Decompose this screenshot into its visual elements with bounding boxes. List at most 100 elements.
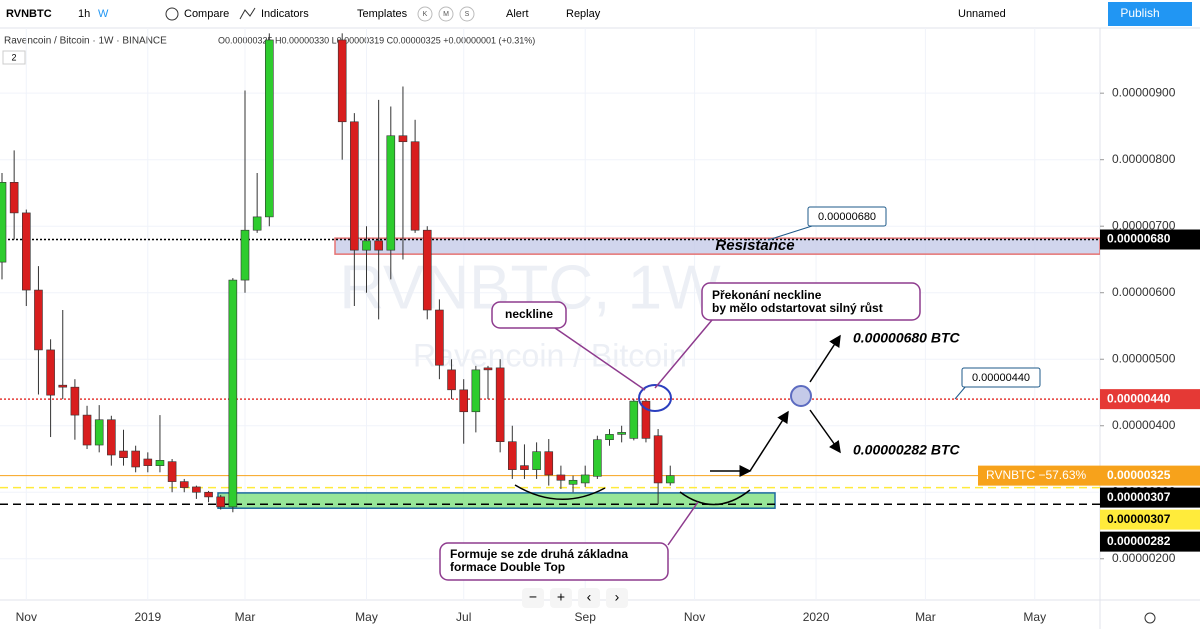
legend-ohlc: O0.00000325 H0.00000330 L0.00000319 C0.0… [218,35,535,45]
note-text: Formuje se zde druhá základna [450,547,628,561]
candle-body [544,451,554,476]
candle-body [240,229,250,281]
indicators-button[interactable]: Indicators [261,8,309,20]
note-text: neckline [505,307,553,321]
candle-body [119,450,128,458]
candle-body [568,479,578,485]
candle-body [167,461,177,482]
nav-label[interactable]: − [529,589,537,605]
note-box [491,301,567,329]
candle-body [362,240,371,251]
neckline-ellipse [638,384,672,412]
toolbar [0,0,1200,28]
interval[interactable]: W [98,8,109,20]
candle-body [374,240,383,251]
note-box [439,542,669,581]
candle-body [617,432,626,435]
x-tick-label: Mar [915,610,936,624]
settings-icon[interactable] [1144,612,1156,624]
publish-button[interactable] [1108,2,1192,26]
callout-box [961,367,1041,388]
zone [217,492,776,509]
watermark-sub: Ravencoin / Bitcoin [413,337,687,373]
arrow [809,334,841,383]
y-tick-label: 0.00000600 [1112,285,1176,299]
pivot-circle [790,385,812,407]
x-tick-label: Sep [575,610,597,624]
symbol-badge-label: RVNBTC −57.63% [986,468,1086,482]
price-badge-label: 0.00000680 [1107,232,1171,246]
callout-box [807,206,887,227]
candle-body [483,367,493,371]
price-badge-label: 0.00000440 [1107,391,1171,405]
callout-label: 0.00000680 [818,211,876,223]
price-badge-label: 0.00000282 [1107,534,1171,548]
candle-body [9,182,19,214]
x-tick-label: May [355,610,378,624]
candle-body [131,450,140,468]
callout-connector [954,385,967,400]
candle-body [107,419,116,456]
template-key [417,6,433,22]
arrow [749,410,789,472]
price-badge [1100,531,1200,552]
x-tick-label: Nov [16,610,37,624]
alert-button[interactable]: Alert [506,8,529,20]
candle-body [155,460,165,466]
price-badge [1100,389,1200,410]
candle-body [204,491,213,498]
candle-body [447,369,456,391]
target-label: 0.00000680 BTC [853,330,961,346]
candle-body [0,182,7,263]
note-connector [654,319,713,389]
candle-body [46,349,55,396]
publish-label[interactable]: Publish [1120,6,1159,20]
candle-body [593,439,602,477]
nav-button[interactable] [578,588,600,608]
symbol-badge [978,465,1100,486]
note-text: formace Double Top [450,560,565,574]
y-tick-label: 0.00000800 [1112,152,1176,166]
x-tick-label: May [1023,610,1046,624]
price-badge [1100,509,1200,530]
callout-connector [767,225,813,241]
zone [334,237,1100,255]
nav-label[interactable]: › [615,589,620,605]
replay-button[interactable]: Replay [566,8,601,20]
candle-body [179,481,189,488]
collapse-button[interactable] [2,50,26,65]
template-key-label: K [423,11,428,18]
template-key-label: M [443,11,449,18]
collapse-count[interactable]: 2 [11,52,16,62]
template-key-label: S [465,11,470,18]
candle-body [520,465,529,470]
candle-body [532,451,541,470]
interval[interactable]: 1h [78,8,90,20]
candle-body [252,216,262,231]
candle-body [58,384,68,388]
callout-label: 0.00000440 [972,372,1030,384]
symbol[interactable]: RVNBTC [6,8,52,20]
y-tick-label: 0.00000500 [1112,351,1176,365]
nav-button[interactable] [606,588,628,608]
note-connector [667,501,699,546]
layout-name[interactable]: Unnamed [958,8,1006,20]
note-connector [554,327,646,391]
compare-button[interactable]: Compare [184,8,229,20]
nav-button[interactable] [522,588,544,608]
nav-label[interactable]: + [557,589,565,605]
templates-button[interactable]: Templates [357,8,408,20]
candle-body [228,279,238,508]
template-key [438,6,454,22]
x-tick-label: 2020 [803,610,830,624]
x-tick-label: Jul [456,610,471,624]
candle-body [507,441,517,470]
candle-body [216,496,225,508]
candle-body [422,229,432,311]
nav-button[interactable] [550,588,572,608]
compare-icon [165,7,179,21]
nav-label[interactable]: ‹ [587,589,592,605]
y-tick-label: 0.00000900 [1112,85,1176,99]
